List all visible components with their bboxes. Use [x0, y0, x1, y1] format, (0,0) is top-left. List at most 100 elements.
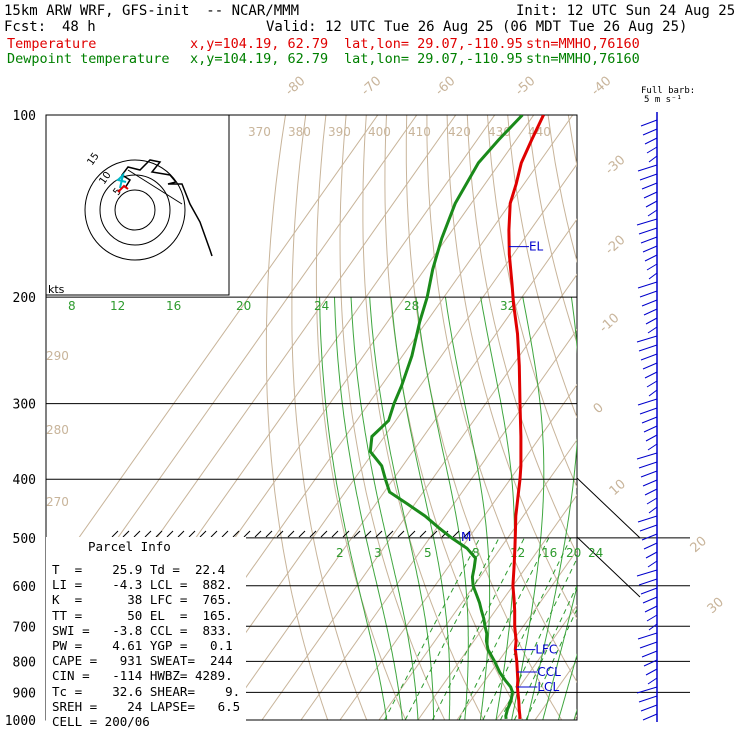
valid-time: Valid: 12 UTC Tue 26 Aug 25 (06 MDT Tue …: [266, 19, 688, 35]
theta-e-label: 28: [404, 299, 419, 313]
mixing-ratio-label: 5: [424, 546, 432, 560]
hatch-mark: [265, 530, 273, 538]
wind-barb: [648, 155, 658, 163]
wind-barb: [636, 686, 658, 694]
isobar-extension: [576, 536, 641, 598]
wind-barb: [637, 632, 658, 640]
theta-label: 380: [288, 125, 311, 139]
isotherm-label: 20: [688, 534, 710, 556]
wind-barb: [642, 245, 658, 253]
theta-label: 400: [368, 125, 391, 139]
dry-adiabat-line: [629, 115, 740, 720]
wind-barb: [638, 695, 658, 703]
parcel-info-panel: Parcel Info T = 25.9 Td = 22.4 LI = -4.3 …: [46, 537, 246, 735]
wind-barb: [637, 281, 658, 289]
theta-e-label: 16: [166, 299, 181, 313]
wind-barb: [642, 479, 658, 487]
temperature-latlon: lat,lon= 29.07,-110.95: [344, 36, 523, 52]
wind-barb: [640, 353, 658, 361]
lfc-marker-label: LFC: [535, 643, 557, 657]
hodograph-ring: [99, 174, 171, 246]
hatch-mark: [221, 530, 229, 538]
parcel-info-rows: T = 25.9 Td = 22.4 LI = -4.3 LCL = 882. K …: [52, 562, 240, 729]
wind-barb: [643, 425, 658, 433]
dry-adiabat-line: [710, 115, 740, 720]
mixing-ratio-line: [458, 537, 550, 720]
hodograph-ring: [114, 189, 156, 231]
forecast-label: Fcst:: [4, 19, 47, 35]
pressure-tick-label: 500: [13, 532, 36, 547]
wind-barb: [647, 443, 658, 451]
mixing-ratio-label: 2: [336, 546, 344, 560]
hatch-mark: [254, 530, 262, 538]
theta-label: 280: [46, 423, 69, 437]
wind-barb: [646, 146, 658, 154]
theta-e-label: 8: [68, 299, 76, 313]
wind-barb: [648, 623, 658, 631]
hatch-mark: [397, 530, 405, 538]
hatch-mark: [386, 530, 394, 538]
dry-adiabat-line: [507, 115, 577, 419]
isotherm-label: -80: [283, 74, 309, 99]
hatch-mark: [276, 530, 284, 538]
mixing-ratio-label: 8: [472, 546, 480, 560]
wind-barb: [638, 344, 658, 352]
hatch-mark: [232, 530, 240, 538]
moist-adiabat-line: [444, 297, 491, 720]
pressure-tick-label: 400: [13, 473, 36, 488]
hatch-mark: [320, 530, 328, 538]
dry-adiabat-line: [669, 115, 740, 720]
wind-barb: [639, 524, 658, 532]
wind-barb: [646, 263, 658, 271]
wind-barb: [648, 389, 658, 397]
isotherm-label: -70: [359, 74, 385, 99]
wind-barb: [644, 371, 658, 379]
mixing-ratio-line: [404, 537, 500, 720]
wind-barb: [636, 335, 658, 343]
pressure-tick-label: 1000: [5, 714, 36, 729]
wind-barb: [645, 551, 658, 559]
hatch-mark: [210, 530, 218, 538]
hodograph-ring: [84, 159, 186, 261]
pressure-tick-label: 600: [13, 580, 36, 595]
parcel-info-row: CELL = 200/06: [52, 714, 150, 730]
parcel-info-row: TT = 50 EL = 165.: [52, 607, 233, 623]
hatch-mark: [287, 530, 295, 538]
melting-level-label: M: [461, 530, 471, 544]
dry-adiabat-line: [426, 115, 577, 683]
moist-adiabat-line: [573, 708, 577, 720]
pressure-tick-label: 700: [13, 620, 36, 635]
hatch-mark: [144, 530, 152, 538]
wind-barb: [638, 461, 658, 469]
isotherm-label: -10: [597, 311, 623, 336]
hatch-mark: [133, 530, 141, 538]
wind-barb: [641, 416, 658, 424]
wind-barb: [643, 659, 658, 667]
isobar-extension: [576, 477, 641, 539]
hatch-mark: [166, 530, 174, 538]
hatch-mark: [122, 530, 130, 538]
wind-barb: [648, 272, 658, 280]
wind-barb: [647, 677, 658, 685]
wind-barb: [642, 596, 658, 604]
temperature-station: stn=MMHO,76160: [526, 36, 640, 52]
hatch-mark: [243, 530, 251, 538]
wind-barb: [644, 254, 658, 262]
wind-barb: [637, 515, 658, 523]
wind-barb: [639, 407, 658, 415]
el-marker-label: EL: [529, 240, 544, 254]
isotherm-line: [300, 328, 577, 720]
hatch-mark: [111, 530, 119, 538]
hatch-mark: [155, 530, 163, 538]
isotherm-label: -50: [513, 74, 539, 99]
hatch-mark: [419, 530, 427, 538]
hatch-mark: [199, 530, 207, 538]
isotherm-line: [378, 439, 577, 720]
dry-adiabat-line: [649, 115, 740, 720]
wind-barb: [640, 470, 658, 478]
wind-barb: [640, 587, 658, 595]
wind-barb: [641, 182, 658, 190]
lcl-marker-label: LCL: [537, 680, 559, 694]
dry-adiabat-line: [567, 115, 577, 168]
dry-adiabat-line: [690, 115, 740, 720]
